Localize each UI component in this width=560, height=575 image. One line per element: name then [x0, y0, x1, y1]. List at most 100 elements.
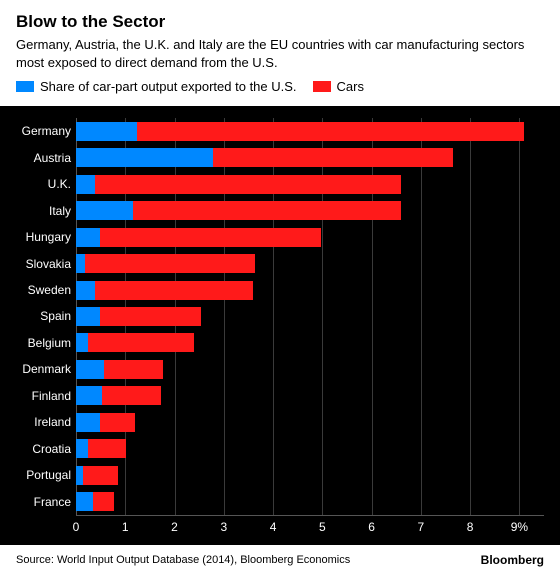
bar-segment-car_parts [76, 466, 83, 485]
bar-stack [76, 254, 255, 273]
bar-row: Italy [76, 197, 544, 223]
bar-stack [76, 281, 253, 300]
x-tick-label: 6 [368, 520, 375, 534]
legend-item: Cars [313, 79, 364, 94]
bar-segment-cars [88, 439, 126, 458]
bar-segment-cars [102, 386, 161, 405]
bar-category-label: Ireland [11, 415, 71, 429]
bar-row: Sweden [76, 277, 544, 303]
bar-row: Germany [76, 118, 544, 144]
chart-title: Blow to the Sector [16, 12, 544, 32]
chart-footer: Source: World Input Output Database (201… [0, 545, 560, 575]
bar-category-label: Germany [11, 124, 71, 138]
bar-segment-car_parts [76, 201, 133, 220]
bar-segment-car_parts [76, 254, 85, 273]
bar-stack [76, 466, 118, 485]
bar-category-label: Slovakia [11, 257, 71, 271]
bar-segment-car_parts [76, 492, 93, 511]
bar-row: Portugal [76, 462, 544, 488]
bar-row: Austria [76, 145, 544, 171]
bar-stack [76, 413, 135, 432]
bar-segment-cars [93, 492, 114, 511]
chart-plot: GermanyAustriaU.K.ItalyHungarySlovakiaSw… [76, 118, 544, 515]
bar-segment-cars [213, 148, 454, 167]
x-tick-label: 4 [270, 520, 277, 534]
bar-segment-car_parts [76, 122, 137, 141]
bar-stack [76, 307, 201, 326]
x-tick-label: 7 [417, 520, 424, 534]
bar-row: Slovakia [76, 250, 544, 276]
bar-category-label: Spain [11, 309, 71, 323]
legend-label: Cars [337, 79, 364, 94]
bar-row: Belgium [76, 330, 544, 356]
bar-category-label: Hungary [11, 230, 71, 244]
bars-container: GermanyAustriaU.K.ItalyHungarySlovakiaSw… [76, 118, 544, 515]
bar-stack [76, 175, 401, 194]
bar-stack [76, 439, 126, 458]
bar-segment-car_parts [76, 439, 88, 458]
bar-segment-car_parts [76, 333, 88, 352]
bar-segment-cars [95, 281, 253, 300]
legend-swatch [313, 81, 331, 92]
bar-segment-cars [83, 466, 118, 485]
bar-segment-cars [100, 228, 322, 247]
bar-stack [76, 201, 401, 220]
bar-stack [76, 386, 161, 405]
bar-stack [76, 492, 114, 511]
attribution-text: Bloomberg [481, 553, 544, 567]
bar-stack [76, 148, 453, 167]
bar-category-label: Denmark [11, 362, 71, 376]
bar-segment-car_parts [76, 148, 213, 167]
bar-stack [76, 360, 163, 379]
x-tick-label: 0 [73, 520, 80, 534]
x-tick-label: 9% [511, 520, 528, 534]
bar-category-label: Austria [11, 151, 71, 165]
bar-category-label: Portugal [11, 468, 71, 482]
bar-row: France [76, 488, 544, 514]
bar-row: Denmark [76, 356, 544, 382]
chart-subtitle: Germany, Austria, the U.K. and Italy are… [16, 36, 544, 71]
source-text: Source: World Input Output Database (201… [16, 554, 350, 566]
x-axis: 0 1 2 3 4 5 6 7 8 9% [76, 515, 544, 537]
bar-stack [76, 228, 321, 247]
chart-legend: Share of car-part output exported to the… [16, 79, 544, 94]
legend-label: Share of car-part output exported to the… [40, 79, 297, 94]
bar-category-label: France [11, 495, 71, 509]
chart-area: GermanyAustriaU.K.ItalyHungarySlovakiaSw… [0, 106, 560, 545]
x-tick-label: 8 [467, 520, 474, 534]
bar-row: Croatia [76, 436, 544, 462]
bar-stack [76, 122, 524, 141]
bar-segment-cars [100, 413, 135, 432]
chart-header: Blow to the Sector Germany, Austria, the… [0, 0, 560, 106]
bar-segment-car_parts [76, 175, 95, 194]
bar-segment-cars [104, 360, 163, 379]
bar-category-label: Croatia [11, 442, 71, 456]
legend-item: Share of car-part output exported to the… [16, 79, 297, 94]
x-tick-label: 5 [319, 520, 326, 534]
bar-category-label: Finland [11, 389, 71, 403]
x-tick-label: 1 [122, 520, 129, 534]
bar-segment-cars [88, 333, 194, 352]
bar-category-label: U.K. [11, 177, 71, 191]
bar-segment-cars [133, 201, 402, 220]
bar-row: Spain [76, 303, 544, 329]
bar-row: Finland [76, 383, 544, 409]
bar-category-label: Sweden [11, 283, 71, 297]
x-tick-label: 2 [171, 520, 178, 534]
bar-segment-car_parts [76, 386, 102, 405]
bar-category-label: Belgium [11, 336, 71, 350]
bar-segment-car_parts [76, 281, 95, 300]
bar-segment-cars [100, 307, 201, 326]
bar-segment-car_parts [76, 413, 100, 432]
bar-row: Hungary [76, 224, 544, 250]
bar-segment-car_parts [76, 360, 104, 379]
bar-segment-cars [85, 254, 255, 273]
bar-segment-car_parts [76, 307, 100, 326]
legend-swatch [16, 81, 34, 92]
bar-row: Ireland [76, 409, 544, 435]
bar-segment-car_parts [76, 228, 100, 247]
bar-segment-cars [95, 175, 402, 194]
bar-row: U.K. [76, 171, 544, 197]
bar-stack [76, 333, 194, 352]
x-tick-label: 3 [220, 520, 227, 534]
